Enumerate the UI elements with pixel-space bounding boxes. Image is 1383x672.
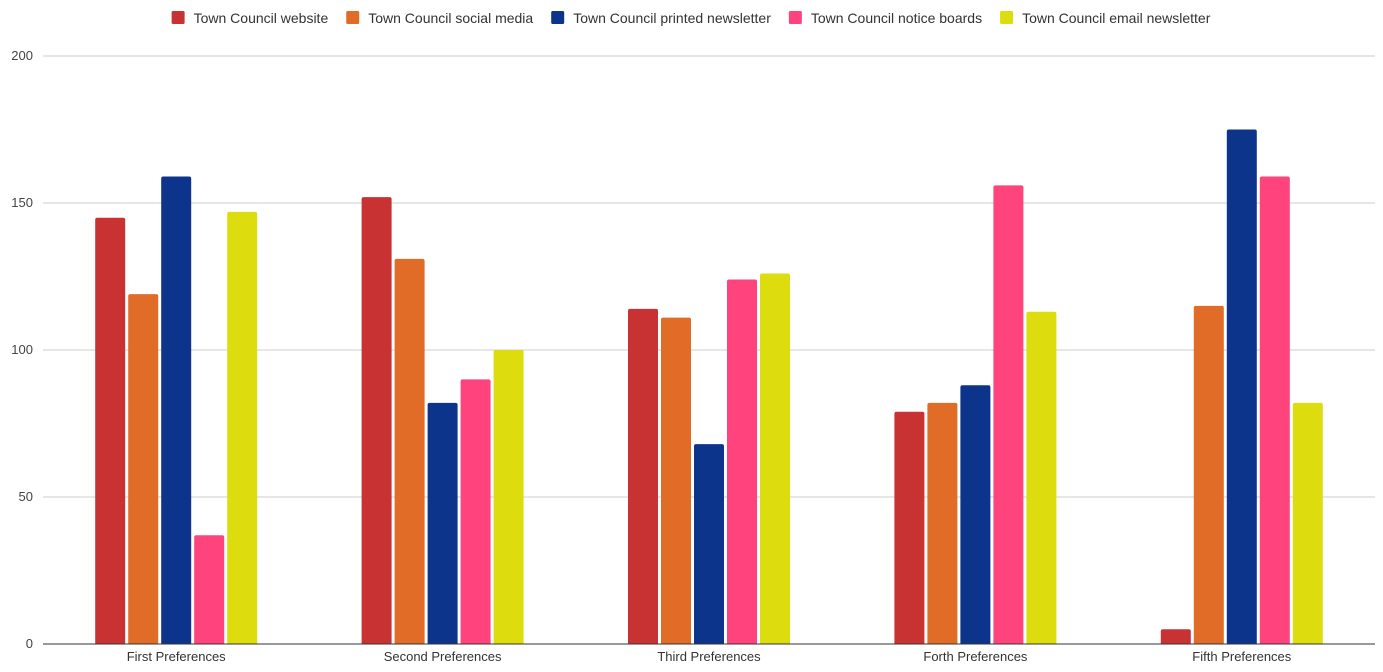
- bar-town-council-social-media[interactable]: [661, 317, 691, 644]
- bar-town-council-printed-newsletter[interactable]: [694, 444, 724, 644]
- bar-town-council-social-media[interactable]: [128, 294, 159, 644]
- y-tick-label: 150: [11, 195, 33, 210]
- x-tick-label: Forth Preferences: [923, 649, 1028, 664]
- bar-town-council-printed-newsletter[interactable]: [960, 385, 991, 644]
- bar-town-council-social-media[interactable]: [927, 402, 958, 644]
- bar-town-council-notice-boards[interactable]: [993, 185, 1024, 645]
- bar-town-council-social-media[interactable]: [1193, 305, 1224, 644]
- bar-town-council-email-newsletter[interactable]: [1292, 402, 1323, 644]
- bar-town-council-social-media[interactable]: [394, 258, 425, 644]
- y-tick-label: 0: [26, 636, 33, 651]
- bar-town-council-printed-newsletter[interactable]: [427, 402, 458, 644]
- legend: Town Council website Town Council social …: [171, 10, 1211, 26]
- bar-town-council-email-newsletter[interactable]: [227, 211, 258, 644]
- legend-swatch: [788, 11, 802, 24]
- legend-swatch: [551, 11, 565, 24]
- legend-label: Town Council social media: [368, 10, 533, 26]
- bars: [95, 129, 1323, 645]
- legend-label: Town Council email newsletter: [1022, 10, 1211, 26]
- legend-label: Town Council website: [194, 10, 329, 26]
- legend-item[interactable]: Town Council printed newsletter: [551, 10, 771, 26]
- legend-item[interactable]: Town Council notice boards: [788, 10, 982, 26]
- legend-item[interactable]: Town Council website: [171, 10, 329, 26]
- legend-swatch: [171, 11, 185, 24]
- bar-town-council-printed-newsletter[interactable]: [161, 176, 192, 645]
- bar-town-council-notice-boards[interactable]: [727, 279, 757, 644]
- bar-town-council-email-newsletter[interactable]: [1026, 311, 1057, 644]
- y-tick-label: 100: [11, 342, 33, 357]
- legend-item[interactable]: Town Council social media: [346, 10, 533, 26]
- legend-label: Town Council notice boards: [811, 10, 982, 26]
- y-tick-label: 50: [19, 489, 33, 504]
- bar-town-council-notice-boards[interactable]: [1259, 176, 1290, 645]
- bar-town-council-notice-boards[interactable]: [460, 379, 491, 644]
- bar-town-council-website[interactable]: [628, 308, 658, 644]
- x-tick-label: Second Preferences: [384, 649, 502, 664]
- legend-swatch: [1000, 11, 1014, 24]
- y-tick-label: 200: [11, 48, 33, 63]
- bar-town-council-website[interactable]: [894, 411, 925, 644]
- bar-town-council-printed-newsletter[interactable]: [1226, 129, 1257, 645]
- bar-town-council-website[interactable]: [95, 217, 126, 644]
- x-tick-label: Fifth Preferences: [1192, 649, 1291, 664]
- bar-town-council-website[interactable]: [1160, 629, 1191, 644]
- bar-town-council-email-newsletter[interactable]: [493, 350, 524, 644]
- x-tick-label: First Preferences: [127, 649, 226, 664]
- bar-town-council-email-newsletter[interactable]: [760, 273, 790, 644]
- bar-town-council-website[interactable]: [361, 197, 392, 644]
- y-axis-ticks: 0 50 100 150 200: [11, 48, 33, 651]
- legend-label: Town Council printed newsletter: [573, 10, 771, 26]
- bar-town-council-notice-boards[interactable]: [194, 535, 225, 644]
- x-tick-label: Third Preferences: [657, 649, 761, 664]
- legend-swatch: [346, 11, 360, 24]
- legend-item[interactable]: Town Council email newsletter: [1000, 10, 1211, 26]
- x-axis-ticks: First Preferences Second Preferences Third…: [127, 649, 1292, 664]
